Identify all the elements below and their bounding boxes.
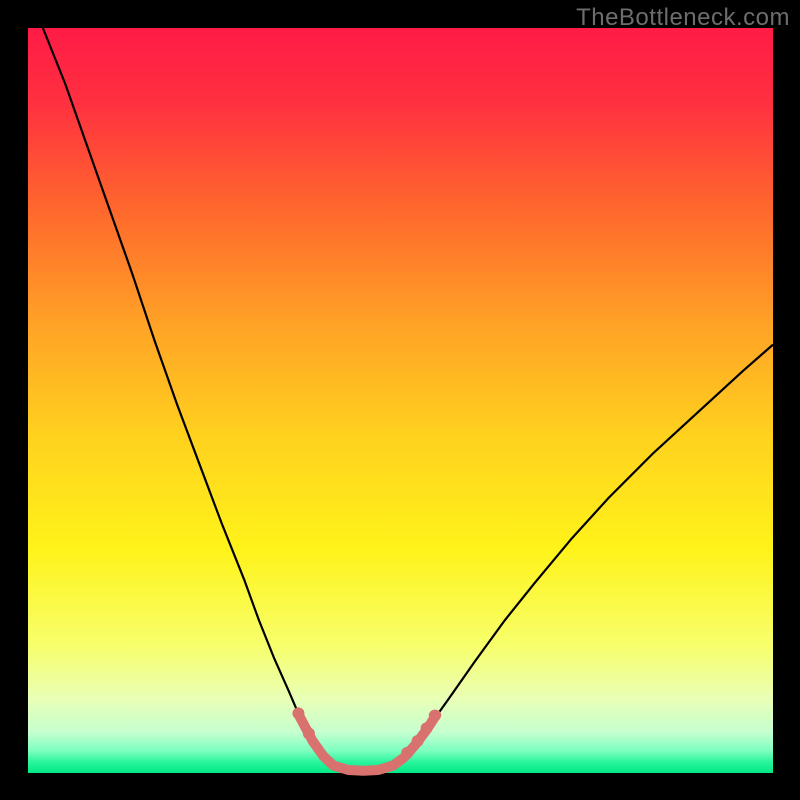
valley-marker-dot (429, 710, 441, 722)
plot-background (28, 28, 773, 773)
valley-marker-dot (421, 722, 433, 734)
valley-marker-dot (412, 735, 424, 747)
chart-svg (0, 0, 800, 800)
chart-stage: TheBottleneck.com (0, 0, 800, 800)
valley-marker-dot (292, 707, 304, 719)
valley-marker-dot (401, 747, 413, 759)
watermark-text: TheBottleneck.com (576, 4, 790, 32)
valley-marker-dot (303, 728, 315, 740)
